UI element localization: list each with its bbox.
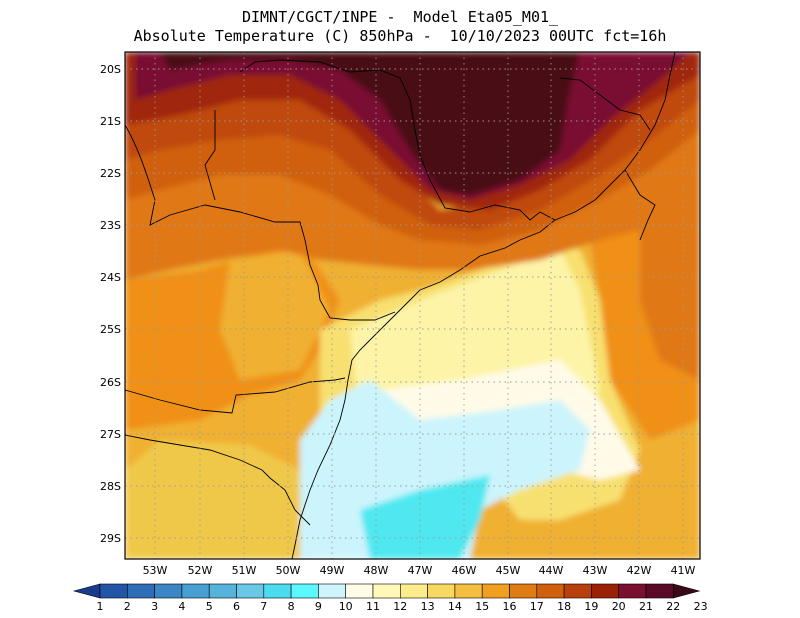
colorbar-label: 15 [475, 600, 489, 613]
map-title-line2: Absolute Temperature (C) 850hPa - 10/10/… [133, 27, 667, 45]
lat-label: 21S [100, 115, 121, 128]
coastline-and-borders [125, 52, 676, 559]
colorbar-swatch [318, 583, 346, 599]
colorbar-label: 11 [366, 600, 380, 613]
lat-label: 20S [100, 63, 121, 76]
colorbar-label: 10 [339, 600, 353, 613]
colorbar-swatch [263, 583, 292, 599]
colorbar-label: 16 [503, 600, 517, 613]
colorbar-swatch [563, 583, 592, 599]
colorbar-label: 23 [694, 600, 708, 613]
border-line [204, 110, 216, 201]
colorbar-swatch [645, 583, 674, 599]
lat-label: 29S [100, 532, 121, 545]
temperature-region [220, 250, 330, 380]
colorbar-label: 1 [97, 600, 104, 613]
colorbar-label: 13 [421, 600, 435, 613]
border-line [559, 77, 651, 131]
latitude-labels: 20S 21S 22S 23S 24S 25S 26S 27S 28S 29S [100, 63, 121, 545]
colorbar-label: 9 [315, 600, 322, 613]
border-line [554, 52, 676, 221]
lat-label: 26S [100, 376, 121, 389]
colorbar-swatch [236, 583, 265, 599]
colorbar-label: 18 [557, 600, 571, 613]
border-line [125, 377, 346, 414]
lon-label: 47W [408, 564, 433, 577]
border-line [239, 59, 471, 213]
colorbar-swatch [618, 583, 647, 599]
lon-label: 46W [452, 564, 477, 577]
colorbar-swatch [208, 583, 237, 599]
color-scale-bar: 1 2 3 4 5 6 7 8 9 10 11 12 13 14 15 16 17 18 19 20 21 22 23 [72, 583, 708, 613]
temperature-region [160, 52, 580, 195]
colorbar-left-arrow [72, 583, 101, 599]
colorbar-swatch [509, 583, 538, 599]
colorbar-label: 7 [260, 600, 267, 613]
lon-label: 43W [583, 564, 608, 577]
temperature-region [125, 440, 350, 559]
colorbar-swatch [99, 583, 128, 599]
colorbar-label: 17 [530, 600, 544, 613]
colorbar-label: 19 [584, 600, 598, 613]
temperature-region [360, 475, 490, 559]
lat-label: 23S [100, 219, 121, 232]
colorbar-swatch [372, 583, 401, 599]
colorbar-swatch [591, 583, 620, 599]
colorbar-label: 12 [393, 600, 407, 613]
colorbar-swatch [481, 583, 510, 599]
temperature-region [640, 190, 700, 380]
lon-label: 41W [671, 564, 696, 577]
lon-label: 42W [627, 564, 652, 577]
colorbar-label: 2 [124, 600, 131, 613]
colorbar-label: 20 [612, 600, 626, 613]
lon-label: 53W [143, 564, 168, 577]
colorbar-swatch [345, 583, 374, 599]
lat-label: 28S [100, 480, 121, 493]
colorbar-swatch [290, 583, 319, 599]
border-line [624, 169, 656, 241]
colorbar-swatch [427, 583, 456, 599]
lon-label: 44W [539, 564, 564, 577]
lon-label: 48W [364, 564, 389, 577]
colorbar-right-arrow [672, 583, 701, 599]
lat-label: 25S [100, 323, 121, 336]
lon-label: 52W [188, 564, 213, 577]
map-frame [124, 51, 701, 560]
border-line [291, 204, 556, 559]
colorbar-swatch [536, 583, 565, 599]
colorbar-swatch [399, 583, 428, 599]
colorbar-label: 21 [639, 600, 653, 613]
colorbar-label: 3 [151, 600, 158, 613]
lat-label: 22S [100, 167, 121, 180]
lon-label: 51W [232, 564, 257, 577]
border-line [125, 434, 311, 526]
colorbar-swatch [154, 583, 183, 599]
longitude-labels: 53W 52W 51W 50W 49W 48W 47W 46W 45W 44W … [143, 564, 696, 577]
colorbar-label: 5 [206, 600, 213, 613]
lat-label: 27S [100, 428, 121, 441]
map-title-line1: DIMNT/CGCT/INPE - Model Eta05_M01_ [241, 8, 559, 26]
colorbar-label: 14 [448, 600, 462, 613]
colorbar-label: 6 [233, 600, 240, 613]
colorbar-label: 22 [666, 600, 680, 613]
lon-label: 50W [276, 564, 301, 577]
border-line [125, 124, 396, 321]
temperature-field [125, 52, 700, 559]
colorbar-swatch [181, 583, 210, 599]
colorbar-label: 4 [178, 600, 185, 613]
colorbar-swatch [127, 583, 155, 599]
lat-label: 24S [100, 271, 121, 284]
lon-label: 49W [320, 564, 345, 577]
colorbar-swatch [454, 583, 483, 599]
colorbar-label: 8 [288, 600, 295, 613]
lon-label: 45W [496, 564, 521, 577]
graticule [125, 52, 700, 559]
temperature-region [125, 60, 700, 230]
